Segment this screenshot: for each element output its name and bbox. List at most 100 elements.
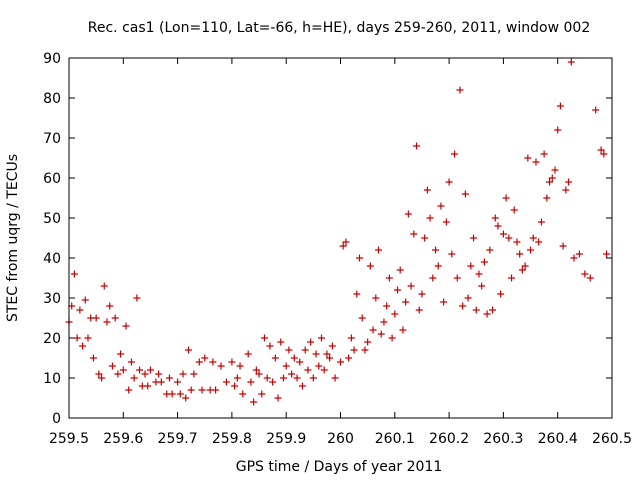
data-point bbox=[233, 374, 241, 382]
data-point bbox=[459, 302, 467, 310]
data-point bbox=[296, 358, 304, 366]
data-point bbox=[277, 338, 285, 346]
data-point bbox=[581, 270, 589, 278]
data-point bbox=[279, 374, 287, 382]
data-point bbox=[529, 234, 537, 242]
data-point bbox=[453, 274, 461, 282]
y-tick-label: 30 bbox=[43, 291, 61, 307]
data-point bbox=[326, 354, 334, 362]
x-tick-label: 260.5 bbox=[592, 431, 632, 447]
data-point bbox=[554, 126, 562, 134]
data-point bbox=[260, 334, 268, 342]
data-point bbox=[494, 222, 502, 230]
data-point bbox=[429, 274, 437, 282]
data-point bbox=[328, 342, 336, 350]
y-tick-label: 60 bbox=[43, 171, 61, 187]
data-point bbox=[108, 362, 116, 370]
data-point bbox=[228, 358, 236, 366]
data-point bbox=[442, 218, 450, 226]
data-point bbox=[114, 370, 122, 378]
data-point bbox=[307, 338, 315, 346]
data-point bbox=[345, 354, 353, 362]
data-point bbox=[298, 382, 306, 390]
x-tick-label: 260 bbox=[327, 431, 354, 447]
data-point bbox=[470, 234, 478, 242]
data-point bbox=[372, 294, 380, 302]
data-point bbox=[461, 190, 469, 198]
data-point bbox=[212, 386, 220, 394]
data-point bbox=[252, 366, 260, 374]
data-point bbox=[353, 290, 361, 298]
x-tick-label: 260.4 bbox=[538, 431, 578, 447]
data-point bbox=[239, 390, 247, 398]
data-point bbox=[182, 394, 190, 402]
data-points bbox=[65, 58, 611, 406]
data-point bbox=[502, 194, 510, 202]
data-point bbox=[301, 346, 309, 354]
data-point bbox=[483, 310, 491, 318]
data-point bbox=[146, 366, 154, 374]
y-tick-label: 20 bbox=[43, 331, 61, 347]
data-point bbox=[201, 354, 209, 362]
data-point bbox=[464, 294, 472, 302]
data-point bbox=[521, 262, 529, 270]
data-point bbox=[366, 262, 374, 270]
data-point bbox=[467, 262, 475, 270]
data-point bbox=[472, 306, 480, 314]
data-point bbox=[165, 374, 173, 382]
data-point bbox=[288, 370, 296, 378]
data-point bbox=[592, 106, 600, 114]
data-point bbox=[250, 398, 258, 406]
data-point bbox=[331, 374, 339, 382]
data-point bbox=[586, 274, 594, 282]
data-point bbox=[155, 370, 163, 378]
x-axis-label: GPS time / Days of year 2011 bbox=[236, 459, 443, 475]
x-tick-label: 259.6 bbox=[103, 431, 143, 447]
data-point bbox=[562, 186, 570, 194]
data-point bbox=[480, 258, 488, 266]
data-point bbox=[130, 374, 138, 382]
data-point bbox=[119, 366, 127, 374]
data-point bbox=[546, 178, 554, 186]
data-point bbox=[489, 306, 497, 314]
data-point bbox=[603, 250, 611, 258]
data-point bbox=[76, 306, 84, 314]
data-point bbox=[421, 234, 429, 242]
data-point bbox=[285, 346, 293, 354]
data-point bbox=[423, 186, 431, 194]
data-point bbox=[92, 314, 100, 322]
data-point bbox=[597, 146, 605, 154]
data-point bbox=[565, 178, 573, 186]
data-point bbox=[95, 370, 103, 378]
data-point bbox=[527, 246, 535, 254]
data-point bbox=[448, 250, 456, 258]
data-point bbox=[551, 166, 559, 174]
data-point bbox=[315, 362, 323, 370]
data-point bbox=[282, 362, 290, 370]
data-point bbox=[337, 358, 344, 366]
data-point bbox=[290, 354, 298, 362]
y-tick-label: 80 bbox=[43, 91, 61, 107]
data-point bbox=[418, 290, 426, 298]
data-point bbox=[111, 314, 119, 322]
data-point bbox=[122, 322, 130, 330]
data-point bbox=[70, 270, 78, 278]
data-point bbox=[385, 274, 393, 282]
data-point bbox=[532, 158, 540, 166]
x-tick-label: 259.7 bbox=[158, 431, 198, 447]
y-tick-label: 10 bbox=[43, 371, 61, 387]
y-tick-label: 50 bbox=[43, 211, 61, 227]
x-tick-label: 260.2 bbox=[429, 431, 469, 447]
data-point bbox=[440, 298, 448, 306]
data-point bbox=[383, 302, 391, 310]
data-point bbox=[537, 218, 545, 226]
data-point bbox=[141, 370, 149, 378]
data-point bbox=[600, 150, 608, 158]
data-point bbox=[388, 334, 396, 342]
data-point bbox=[342, 238, 350, 246]
data-point bbox=[499, 230, 507, 238]
data-point bbox=[117, 350, 125, 358]
data-point bbox=[399, 326, 407, 334]
data-point bbox=[222, 378, 230, 386]
data-point bbox=[217, 362, 225, 370]
